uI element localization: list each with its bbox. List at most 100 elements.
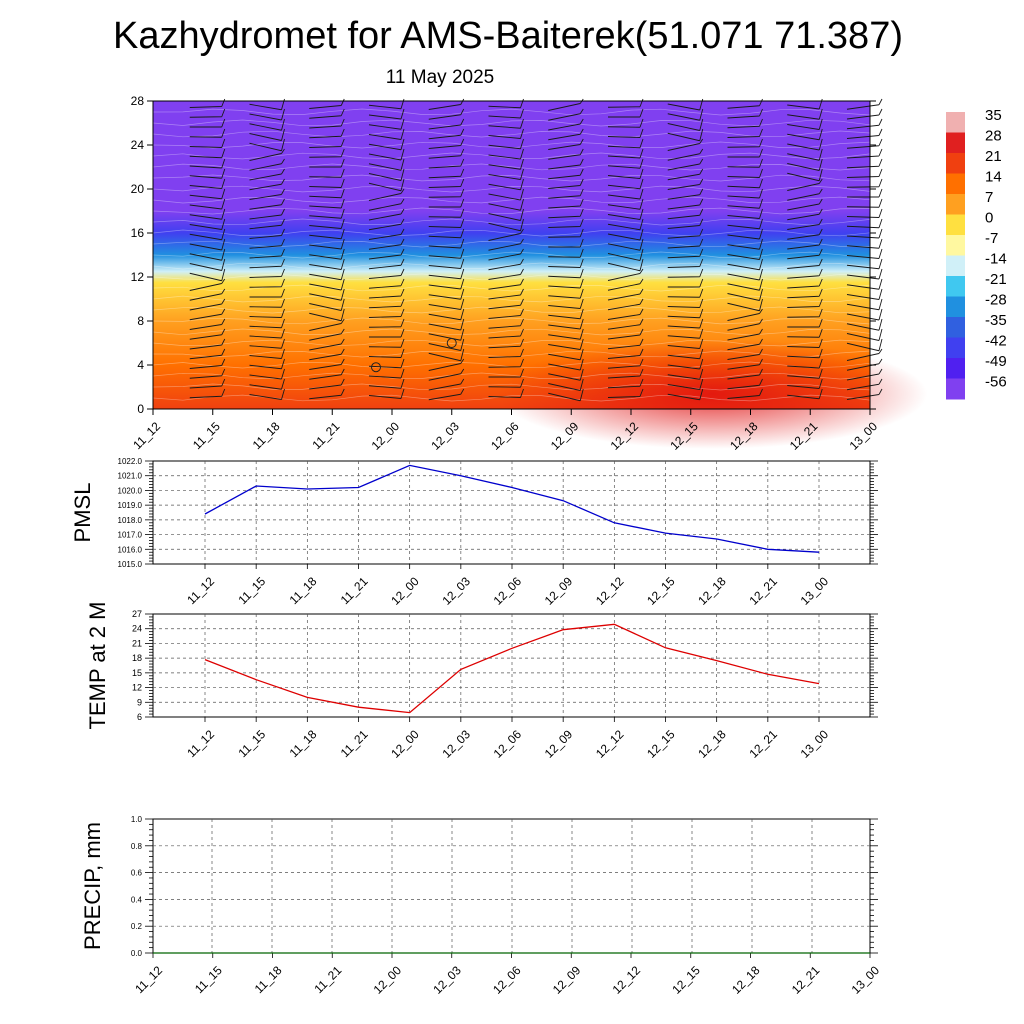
x-tick-label: 12_12	[593, 574, 627, 608]
wind-barb	[488, 108, 524, 119]
wind-barb	[607, 188, 644, 200]
colorbar-swatch	[946, 112, 965, 133]
wind-barb	[846, 368, 883, 381]
wind-barb	[309, 368, 345, 380]
wind-barb	[428, 378, 465, 391]
wind-barb	[787, 108, 823, 120]
wind-barb	[428, 108, 465, 120]
wind-barb	[846, 298, 883, 311]
wind-barb	[368, 148, 405, 161]
y-tick-label: 15	[132, 668, 142, 678]
wind-barb	[189, 118, 226, 128]
y-tick-label: 1015.0	[118, 560, 143, 569]
plot-frame	[152, 613, 871, 718]
wind-barb	[309, 168, 345, 178]
wind-barb	[428, 298, 465, 310]
wind-barb	[189, 98, 226, 108]
wind-barb	[667, 208, 704, 220]
wind-barb	[607, 268, 644, 281]
page-title: Kazhydromet for AMS-Baiterek(51.071 71.3…	[113, 15, 903, 57]
wind-barb	[548, 248, 584, 258]
wind-barb	[428, 208, 465, 218]
y-tick-label: 12	[132, 683, 142, 693]
colorbar-label: 14	[985, 169, 1002, 186]
colorbar-label: -35	[985, 312, 1007, 329]
x-tick-label: 12_09	[542, 574, 576, 608]
y-tick-label: 21	[132, 638, 142, 648]
x-tick-label: 12_00	[388, 727, 422, 761]
x-tick-label: 12_21	[746, 727, 780, 761]
wind-barb	[249, 158, 285, 171]
contour-line	[152, 295, 871, 303]
wind-barb	[189, 308, 226, 321]
wind-barb	[309, 308, 345, 322]
x-tick-label: 12_09	[542, 727, 576, 761]
wind-barb	[309, 348, 345, 361]
wind-barb	[607, 258, 644, 272]
wind-barb	[189, 288, 226, 301]
wind-barb	[846, 378, 883, 391]
x-tick-label: 12_03	[439, 727, 473, 761]
wind-barb	[189, 128, 226, 138]
colorbar-label: 7	[985, 189, 993, 206]
wind-barb	[787, 328, 823, 338]
x-tick-label: 12_18	[695, 727, 729, 761]
wind-barb	[368, 158, 405, 171]
wind-barb	[787, 168, 823, 182]
x-tick-label: 11_21	[312, 963, 345, 996]
wind-barb	[189, 278, 226, 291]
contour-line	[152, 207, 871, 215]
colorbar-swatch	[946, 194, 965, 215]
wind-barb	[548, 258, 584, 268]
wind-barb	[189, 348, 226, 360]
contour-line	[152, 185, 871, 193]
wind-barb	[667, 388, 704, 401]
wind-barb	[189, 168, 226, 179]
wind-barb	[787, 308, 823, 318]
wind-barb	[667, 178, 704, 190]
colorbar: 35 28 21 14 7 0 -7 -14 -21 -28 -35 -42 -49 -56	[946, 107, 1007, 400]
wind-barb	[368, 268, 405, 279]
wind-barb	[189, 178, 226, 189]
wind-barb	[727, 288, 763, 301]
wind-barb	[787, 238, 823, 250]
wind-barb	[846, 348, 883, 361]
wind-barb	[309, 278, 345, 291]
contour-line	[152, 251, 871, 259]
x-tick-label: 12_06	[491, 574, 525, 608]
colorbar-swatch	[946, 214, 965, 236]
wind-barb	[309, 208, 345, 219]
wind-barb	[846, 248, 883, 259]
wind-barb	[667, 228, 704, 239]
colorbar-swatch	[946, 132, 965, 154]
wind-barb	[607, 388, 644, 398]
colorbar-label: -21	[985, 271, 1007, 288]
wind-barb	[488, 188, 524, 201]
wind-barb	[428, 238, 465, 249]
wind-barb	[309, 138, 345, 148]
y-tick-label: 27	[132, 609, 142, 619]
wind-barb	[846, 218, 883, 229]
wind-barb	[548, 318, 584, 330]
wind-barb	[488, 328, 524, 339]
wind-barb	[846, 138, 883, 149]
colorbar-swatch	[946, 255, 965, 277]
x-tick-label: 11_21	[338, 574, 371, 607]
colorbar-swatch	[946, 337, 965, 359]
y-axis-label: TEMP at 2 M	[85, 602, 110, 730]
wind-barb	[249, 278, 285, 288]
wind-barb	[787, 318, 823, 328]
contour-line	[152, 328, 871, 336]
wind-barb	[727, 128, 763, 138]
wind-barb	[488, 288, 524, 300]
wind-barb	[727, 188, 763, 199]
wind-barb	[667, 328, 704, 339]
wind-barb	[548, 188, 584, 199]
wind-barb	[368, 258, 405, 270]
wind-barb	[846, 108, 883, 120]
wind-barb	[727, 98, 763, 109]
wind-barb	[249, 338, 285, 349]
wind-barb	[846, 208, 883, 218]
x-tick-label: 11_12	[132, 963, 165, 996]
y-tick-label: 1019.0	[118, 501, 143, 510]
